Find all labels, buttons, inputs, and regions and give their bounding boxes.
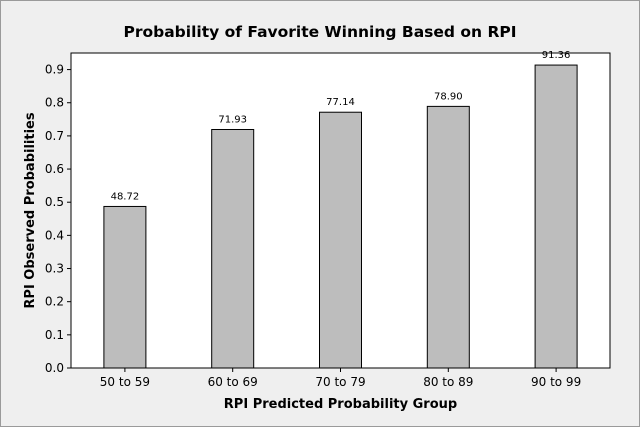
y-axis-ticks: 0.0 0.1 0.2 0.3 0.4 0.5 0.6 0.7 0.8 0.9	[45, 63, 71, 375]
data-label: 71.93	[218, 114, 247, 125]
data-label: 48.72	[111, 191, 140, 202]
x-tick-label: 50 to 59	[100, 375, 150, 389]
data-label: 77.14	[326, 97, 355, 108]
y-tick-label: 0.4	[45, 228, 64, 242]
y-tick-label: 0.1	[45, 328, 64, 342]
data-labels: 48.72 71.93 77.14 78.90 91.36	[111, 50, 571, 202]
y-tick-label: 0.7	[45, 129, 64, 143]
y-tick-label: 0.8	[45, 96, 64, 110]
x-tick-label: 90 to 99	[531, 375, 581, 389]
y-axis-label: RPI Observed Probabilities	[23, 112, 38, 308]
bar-50-to-59	[103, 205, 147, 369]
x-axis-label: RPI Predicted Probability Group	[224, 397, 457, 412]
x-tick-label: 80 to 89	[423, 375, 473, 389]
y-tick-label: 0.0	[45, 361, 64, 375]
bar-80-to-89	[426, 105, 470, 369]
y-tick-label: 0.9	[45, 63, 64, 77]
data-label: 91.36	[542, 50, 571, 61]
bar-60-to-69	[211, 128, 255, 369]
data-label: 78.90	[434, 91, 463, 102]
x-axis-ticks: 50 to 59 60 to 69 70 to 79 80 to 89 90 to 99	[100, 368, 581, 389]
x-tick-label: 60 to 69	[208, 375, 258, 389]
bar-70-to-79	[319, 111, 362, 369]
bars	[103, 64, 578, 369]
bar-90-to-99	[534, 64, 578, 369]
y-tick-label: 0.2	[45, 295, 64, 309]
y-tick-label: 0.3	[45, 262, 64, 276]
y-tick-label: 0.6	[45, 162, 64, 176]
x-tick-label: 70 to 79	[315, 375, 365, 389]
chart-title: Probability of Favorite Winning Based on…	[123, 23, 516, 41]
y-tick-label: 0.5	[45, 195, 64, 209]
